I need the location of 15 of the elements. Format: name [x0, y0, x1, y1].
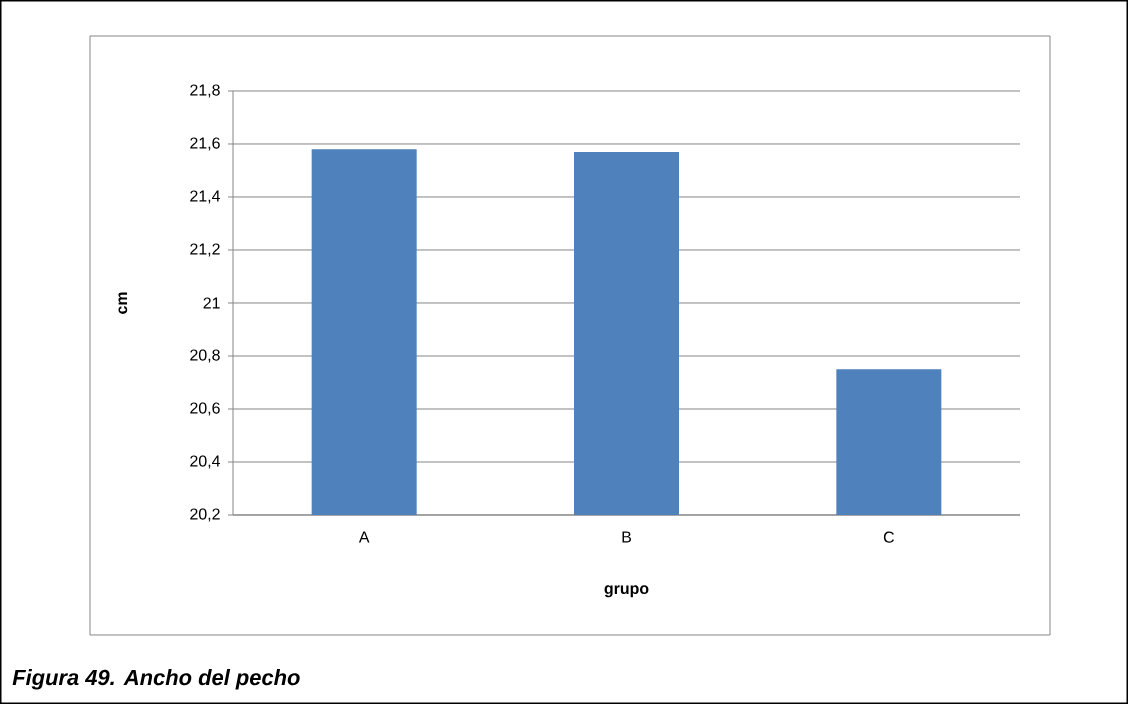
y-tick-label: 21,2: [190, 243, 220, 257]
x-tick-label: B: [622, 531, 631, 543]
text: Figura 49. Ancho del pecho: [12, 669, 300, 690]
y-tick-label: 20,6: [190, 402, 220, 416]
y-tick-label: 21,4: [190, 190, 221, 204]
y-tick-label: 20,4: [190, 455, 221, 469]
x-axis-title: grupo: [604, 585, 649, 598]
y-tick-label: 20,8: [190, 349, 220, 363]
y-axis-title: cm: [118, 292, 128, 314]
x-tick-label: C: [883, 531, 894, 543]
x-tick-label: A: [358, 531, 370, 543]
y-tick-label: 21,6: [190, 137, 220, 151]
y-tick-label: 21,8: [190, 84, 220, 98]
y-tick-label: 21: [203, 297, 220, 309]
y-tick-label: 20,2: [190, 508, 220, 522]
